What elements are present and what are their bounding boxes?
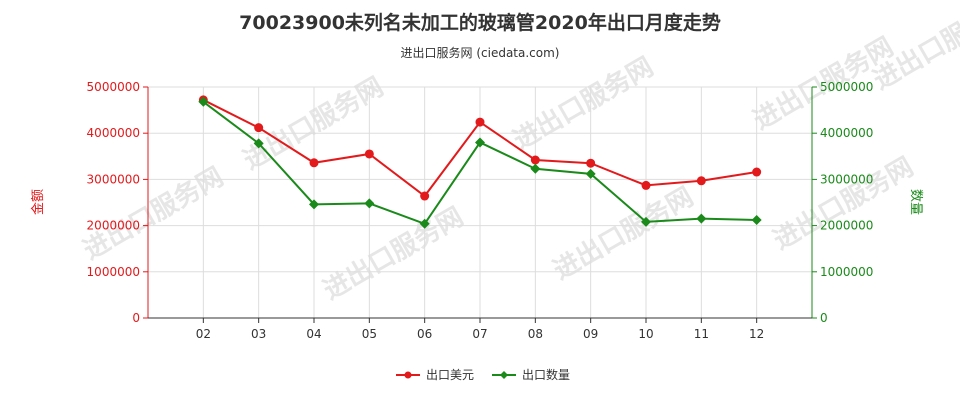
series-layer — [198, 95, 762, 229]
data-point — [364, 149, 374, 159]
chart-title: 70023900未列名未加工的玻璃管2020年出口月度走势 — [239, 12, 721, 34]
legend-item: 出口美元 — [396, 368, 474, 382]
data-point — [641, 180, 651, 190]
data-point — [254, 123, 264, 133]
data-point — [253, 138, 264, 149]
data-point — [309, 199, 319, 210]
data-point — [309, 158, 319, 168]
data-point — [198, 96, 209, 107]
legend-swatch-marker — [500, 371, 508, 379]
left-tick-label: 3000000 — [87, 172, 140, 186]
right-tick-label: 1000000 — [820, 265, 873, 279]
left-tick-label: 1000000 — [87, 265, 140, 279]
data-point — [641, 216, 651, 227]
x-tick-label: 08 — [528, 327, 543, 341]
left-axis-ticks: 0 1000000 2000000 3000000 4000000 5000000 — [87, 80, 148, 325]
x-tick-label: 03 — [251, 327, 266, 341]
chart-subtitle: 进出口服务网 (ciedata.com) — [400, 46, 560, 60]
right-tick-label: 3000000 — [820, 172, 873, 186]
x-tick-label: 07 — [472, 327, 487, 341]
left-axis-label: 金额 — [30, 189, 46, 215]
data-point — [585, 168, 596, 179]
data-point — [751, 215, 762, 226]
x-tick-label: 06 — [417, 327, 432, 341]
legend: 出口美元 出口数量 — [396, 367, 570, 382]
x-tick-label: 02 — [196, 327, 211, 341]
data-point — [364, 198, 375, 209]
data-point — [586, 158, 596, 168]
left-tick-label: 4000000 — [87, 126, 140, 140]
legend-label: 出口美元 — [426, 368, 474, 382]
data-point — [419, 218, 430, 229]
watermark-text: 进出口服务网 — [549, 182, 699, 286]
data-point — [530, 155, 540, 165]
x-tick-label: 05 — [362, 327, 377, 341]
x-tick-label: 04 — [306, 327, 321, 341]
x-tick-label: 10 — [638, 327, 653, 341]
right-tick-label: 4000000 — [820, 126, 873, 140]
right-axis-label: 数量 — [908, 189, 923, 215]
grid-lines — [148, 86, 812, 319]
x-axis-ticks: 02 03 04 05 06 07 08 09 10 11 12 — [196, 318, 764, 341]
right-tick-label: 5000000 — [820, 80, 873, 94]
data-point — [530, 163, 541, 174]
data-point — [752, 167, 762, 177]
data-point — [696, 176, 706, 186]
x-tick-label: 09 — [583, 327, 598, 341]
right-axis-ticks: 0 1000000 2000000 3000000 4000000 5000000 — [812, 80, 873, 325]
data-point — [475, 117, 485, 127]
x-tick-label: 11 — [694, 327, 709, 341]
legend-label: 出口数量 — [522, 367, 570, 382]
legend-item: 出口数量 — [492, 367, 570, 382]
data-point — [420, 191, 430, 201]
left-tick-label: 5000000 — [87, 80, 140, 94]
right-tick-label: 0 — [820, 311, 828, 325]
left-tick-label: 2000000 — [87, 219, 140, 233]
x-tick-label: 12 — [749, 327, 764, 341]
left-tick-label: 0 — [132, 311, 140, 325]
series-2 — [198, 96, 762, 229]
watermark-text: 进出口服务网 — [509, 52, 659, 156]
watermark-text: 进出口服务网 — [769, 152, 919, 256]
legend-swatch-marker — [404, 371, 412, 379]
data-point — [475, 137, 485, 148]
watermark-text: 进出口服务网 — [319, 202, 469, 306]
data-point — [696, 213, 707, 224]
right-tick-label: 2000000 — [820, 219, 873, 233]
